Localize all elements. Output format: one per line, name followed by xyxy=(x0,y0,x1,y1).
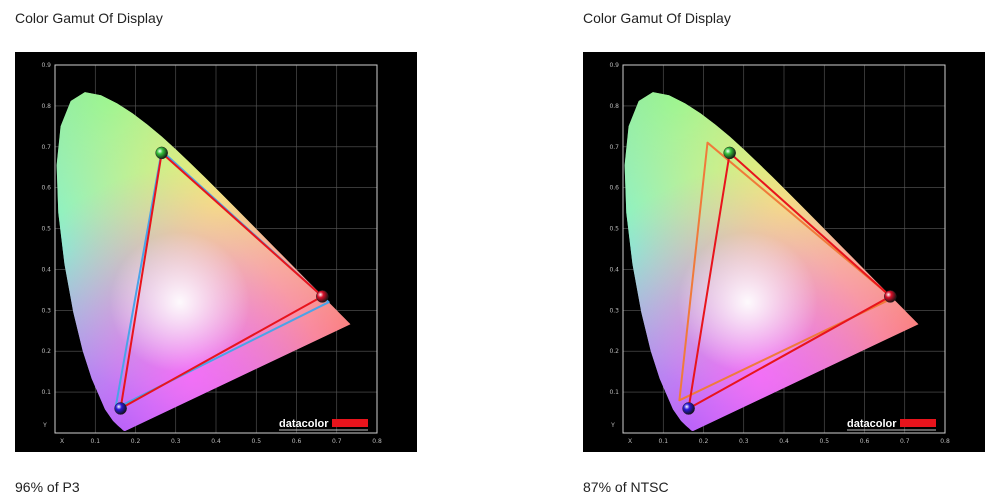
y-tick-label: 0.5 xyxy=(609,226,619,233)
x-axis-label: X xyxy=(60,438,64,445)
x-tick-label: 0.2 xyxy=(699,438,709,445)
y-tick-label: 0.4 xyxy=(41,266,51,273)
y-axis-label: Y xyxy=(610,422,615,429)
primary-marker xyxy=(155,146,168,160)
x-tick-label: 0.6 xyxy=(292,438,302,445)
x-tick-label: 0.5 xyxy=(251,438,261,445)
primary-marker xyxy=(723,146,736,160)
x-tick-label: 0.4 xyxy=(211,438,221,445)
x-tick-label: 0.7 xyxy=(900,438,910,445)
x-tick-label: 0.2 xyxy=(131,438,141,445)
brand-bar xyxy=(332,419,368,427)
cie-diagram: 0.1 0.2 0.3 0.4 0.5 0.6 0.7 0.8 0.1 0.2 0.3 0.4 0.5 0… xyxy=(609,62,950,445)
x-tick-label: 0.8 xyxy=(372,438,382,445)
y-tick-label: 0.5 xyxy=(41,226,51,233)
x-axis-label: X xyxy=(628,438,632,445)
y-tick-label: 0.9 xyxy=(41,62,51,69)
y-tick-label: 0.6 xyxy=(41,185,51,192)
datacolor-logo: datacolor xyxy=(847,418,936,431)
measured-gamut-triangle xyxy=(119,151,324,410)
measured-gamut-triangle xyxy=(687,151,892,410)
primary-marker xyxy=(682,402,695,415)
x-tick-label: 0.1 xyxy=(658,438,668,445)
x-tick-label: 0.8 xyxy=(940,438,950,445)
x-tick-label: 0.5 xyxy=(819,438,829,445)
reference-gamut-triangle xyxy=(678,141,894,402)
primary-marker xyxy=(884,290,897,303)
y-tick-label: 0.7 xyxy=(41,144,51,151)
y-axis-label: Y xyxy=(42,422,47,429)
gamut-panel-p3: Color Gamut Of Display 0.1 0.2 0.3 0.4 0.5 0.… xyxy=(15,0,435,500)
brand-text: datacolor xyxy=(847,418,897,430)
plot-frame xyxy=(622,64,946,434)
y-tick-label: 0.6 xyxy=(609,185,619,192)
y-tick-label: 0.8 xyxy=(41,103,51,110)
panel-title: Color Gamut Of Display xyxy=(583,10,731,26)
y-tick-label: 0.3 xyxy=(41,307,51,314)
brand-bar xyxy=(900,419,936,427)
panel-title: Color Gamut Of Display xyxy=(15,10,163,26)
y-tick-label: 0.1 xyxy=(41,389,51,396)
x-tick-label: 0.7 xyxy=(332,438,342,445)
y-tick-label: 0.3 xyxy=(609,307,619,314)
gamut-chart: 0.1 0.2 0.3 0.4 0.5 0.6 0.7 0.8 0.1 0.2 0.3 0.4 0.5 0… xyxy=(15,52,417,452)
y-tick-label: 0.7 xyxy=(609,144,619,151)
y-tick-label: 0.1 xyxy=(609,389,619,396)
y-tick-label: 0.4 xyxy=(609,266,619,273)
x-tick-label: 0.4 xyxy=(779,438,789,445)
primary-marker xyxy=(114,402,127,415)
gamut-chart: 0.1 0.2 0.3 0.4 0.5 0.6 0.7 0.8 0.1 0.2 0.3 0.4 0.5 0… xyxy=(583,52,985,452)
primary-marker xyxy=(316,290,329,303)
y-tick-label: 0.2 xyxy=(41,348,51,355)
gamut-panel-ntsc: Color Gamut Of Display 0.1 0.2 0.3 0.4 0.5 0.… xyxy=(583,0,1000,500)
brand-text: datacolor xyxy=(279,418,329,430)
x-tick-label: 0.3 xyxy=(171,438,181,445)
x-tick-label: 0.1 xyxy=(90,438,100,445)
y-tick-label: 0.9 xyxy=(609,62,619,69)
coverage-caption: 96% of P3 xyxy=(15,479,80,495)
plot-frame xyxy=(54,64,378,434)
x-tick-label: 0.6 xyxy=(860,438,870,445)
x-tick-label: 0.3 xyxy=(739,438,749,445)
coverage-caption: 87% of NTSC xyxy=(583,479,669,495)
y-tick-label: 0.8 xyxy=(609,103,619,110)
cie-diagram: 0.1 0.2 0.3 0.4 0.5 0.6 0.7 0.8 0.1 0.2 0.3 0.4 0.5 0… xyxy=(41,62,382,445)
y-tick-label: 0.2 xyxy=(609,348,619,355)
datacolor-logo: datacolor xyxy=(279,418,368,431)
